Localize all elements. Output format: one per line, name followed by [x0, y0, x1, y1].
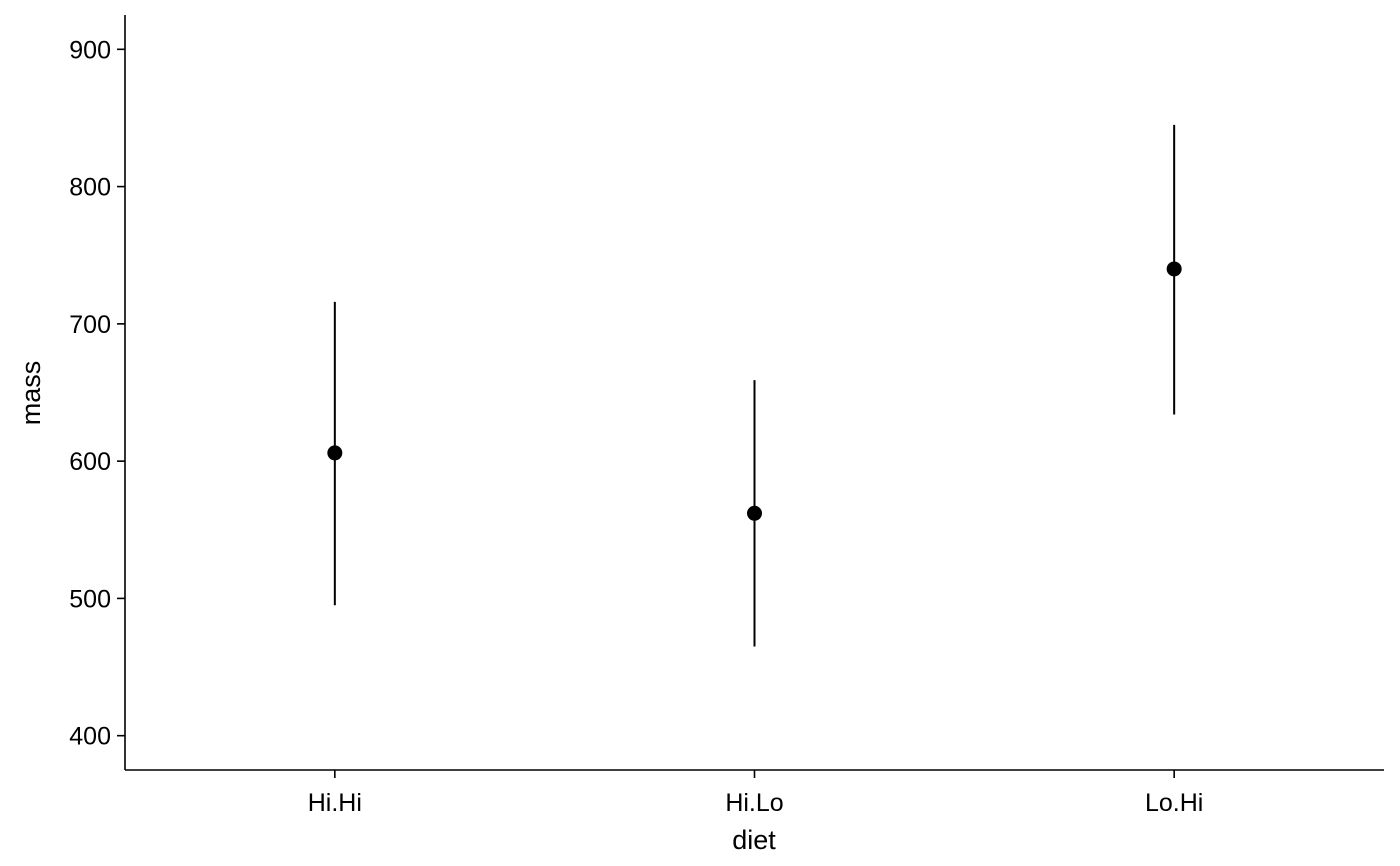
y-tick-label: 700 — [69, 311, 111, 339]
y-axis-title: mass — [16, 361, 46, 426]
x-tick-label: Hi.Lo — [725, 789, 783, 817]
y-tick-label: 400 — [69, 723, 111, 751]
errorbars — [333, 124, 1176, 647]
y-tick-label: 900 — [69, 36, 111, 64]
y-axis: 400 500 600 700 800 900 — [69, 15, 126, 770]
point-hi-lo — [747, 505, 762, 521]
x-axis: Hi.Hi Hi.Lo Lo.Hi — [125, 769, 1384, 817]
x-tick-label: Lo.Hi — [1145, 789, 1203, 817]
x-tick-label: Hi.Hi — [308, 789, 362, 817]
points — [327, 261, 1182, 521]
point-lo-hi — [1166, 261, 1182, 277]
point-hi-hi — [327, 445, 343, 461]
x-axis-title: diet — [732, 825, 776, 855]
y-tick-label: 600 — [69, 448, 111, 476]
y-tick-label: 500 — [69, 585, 111, 613]
y-tick-label: 800 — [69, 174, 111, 202]
